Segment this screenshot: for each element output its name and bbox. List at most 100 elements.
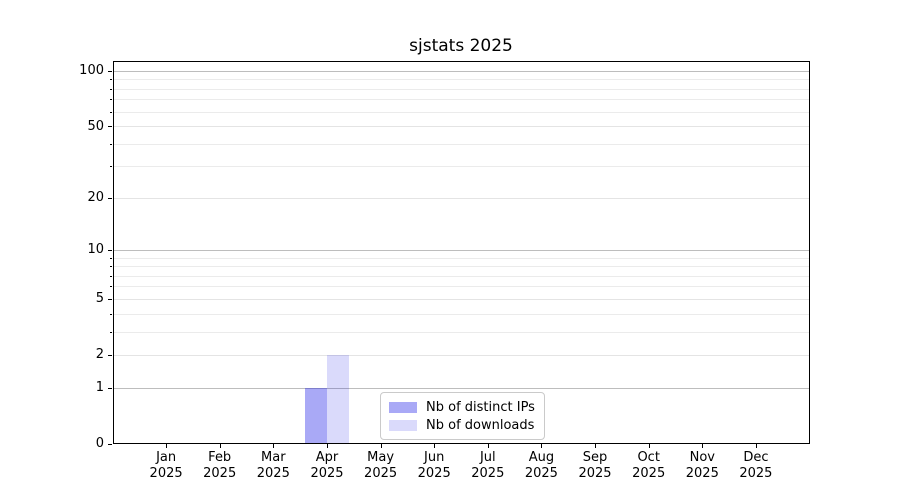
gridline	[112, 88, 810, 90]
x-axis-tick-label: Aug 2025	[509, 450, 573, 481]
gridline	[112, 286, 810, 288]
x-label-year: 2025	[417, 465, 451, 481]
x-axis-tick	[434, 443, 436, 448]
bar-distinct-ips	[305, 387, 327, 444]
x-label-month: Aug	[528, 450, 555, 465]
gridline	[112, 126, 810, 127]
x-axis-tick	[755, 443, 757, 448]
x-axis-tick-label: Oct 2025	[617, 450, 681, 481]
gridline	[112, 111, 810, 113]
y-axis-minor-tick	[110, 88, 112, 90]
y-axis-tick-label: 100	[79, 63, 104, 79]
x-label-month: Oct	[637, 450, 660, 465]
y-axis-tick-label: 10	[87, 242, 104, 258]
x-label-year: 2025	[632, 465, 666, 481]
x-label-year: 2025	[578, 465, 612, 481]
x-label-year: 2025	[310, 465, 344, 481]
y-axis-minor-tick	[110, 313, 112, 315]
x-label-month: Mar	[261, 450, 286, 465]
x-label-month: Apr	[315, 450, 339, 465]
legend: Nb of distinct IPs Nb of downloads	[380, 392, 545, 440]
gridline	[112, 79, 810, 81]
y-axis-tick	[108, 126, 112, 127]
gridline	[112, 298, 810, 300]
x-axis-tick-label: Jul 2025	[456, 450, 520, 481]
y-axis-minor-tick	[110, 286, 112, 288]
x-label-month: Sep	[582, 450, 608, 465]
x-label-month: Jan	[156, 450, 177, 465]
x-axis-tick-label: Apr 2025	[295, 450, 359, 481]
x-label-month: May	[367, 450, 395, 465]
gridline	[112, 249, 810, 251]
legend-label-distinct-ips: Nb of distinct IPs	[426, 399, 535, 415]
y-axis-tick	[108, 354, 112, 356]
x-label-month: Jun	[424, 450, 445, 465]
x-label-year: 2025	[739, 465, 773, 481]
x-label-year: 2025	[685, 465, 719, 481]
y-axis-tick	[108, 70, 112, 72]
x-axis-tick	[380, 443, 382, 448]
legend-swatch-downloads	[389, 419, 417, 431]
x-axis-tick	[487, 443, 489, 448]
y-axis-minor-tick	[110, 79, 112, 81]
x-axis-tick-label: Dec 2025	[724, 450, 788, 481]
x-label-year: 2025	[149, 465, 183, 481]
gridline	[112, 197, 810, 199]
y-axis-tick	[108, 197, 112, 199]
x-axis-tick	[273, 443, 275, 448]
y-axis-tick-label: 2	[95, 347, 104, 363]
x-axis-tick	[219, 443, 221, 448]
x-label-year: 2025	[524, 465, 558, 481]
gridline	[112, 143, 810, 145]
y-axis-minor-tick	[110, 257, 112, 259]
x-axis-tick	[648, 443, 650, 448]
legend-swatch-distinct-ips	[389, 401, 417, 413]
x-axis-tick-label: Feb 2025	[188, 450, 252, 481]
y-axis-minor-tick	[110, 111, 112, 113]
x-axis-tick-label: May 2025	[349, 450, 413, 481]
x-label-year: 2025	[256, 465, 290, 481]
y-axis-tick	[108, 249, 112, 251]
y-axis-minor-tick	[110, 275, 112, 277]
legend-row-downloads: Nb of downloads	[387, 417, 535, 433]
gridline	[112, 354, 810, 356]
gridline	[112, 70, 810, 72]
x-label-year: 2025	[471, 465, 505, 481]
bar-downloads	[327, 354, 349, 444]
x-label-month: Dec	[743, 450, 769, 465]
y-axis-tick-label: 20	[87, 190, 104, 206]
y-axis-tick	[108, 298, 112, 300]
x-label-year: 2025	[364, 465, 398, 481]
y-axis-tick-label: 5	[95, 291, 104, 307]
plot-area	[112, 61, 810, 444]
chart-title: sjstats 2025	[409, 36, 513, 56]
x-label-month: Jul	[479, 450, 496, 465]
x-axis-tick-label: Nov 2025	[670, 450, 734, 481]
x-label-year: 2025	[203, 465, 237, 481]
gridline	[112, 331, 810, 333]
x-axis-tick	[327, 443, 328, 448]
gridline	[112, 99, 810, 101]
y-axis-tick	[108, 443, 112, 445]
x-axis-tick-label: Mar 2025	[241, 450, 305, 481]
x-label-month: Nov	[689, 450, 715, 465]
y-axis-tick-label: 1	[95, 380, 104, 395]
x-axis-tick-label: Jun 2025	[402, 450, 466, 481]
gridline	[112, 166, 810, 168]
x-axis-tick	[541, 443, 543, 448]
legend-row-distinct-ips: Nb of distinct IPs	[387, 399, 535, 415]
y-axis-tick-label: 50	[87, 118, 104, 134]
gridline	[112, 257, 810, 259]
gridline	[112, 387, 810, 389]
gridline	[112, 266, 810, 268]
x-axis-tick	[166, 443, 168, 448]
y-axis-minor-tick	[110, 331, 112, 333]
y-axis-tick-label: 0	[95, 436, 104, 451]
x-axis-tick-label: Sep 2025	[563, 450, 627, 481]
gridline	[112, 275, 810, 277]
x-label-month: Feb	[208, 450, 232, 465]
y-axis-minor-tick	[110, 166, 112, 168]
gridline	[112, 313, 810, 315]
x-axis-tick	[595, 443, 596, 448]
